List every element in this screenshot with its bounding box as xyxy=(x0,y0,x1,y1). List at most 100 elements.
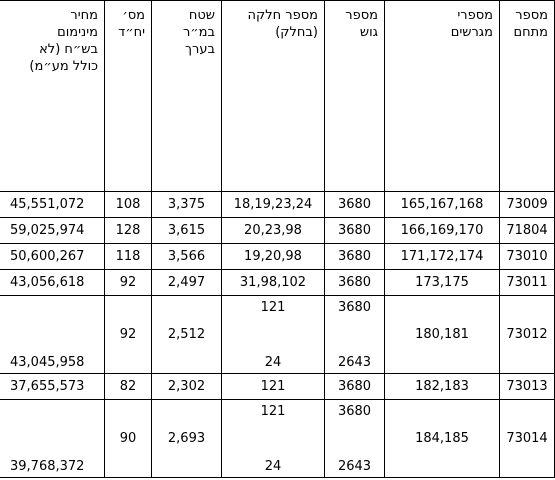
header-row: מספר מתחם מספרי מגרשים מספר גוש מספר חלקה (בחלק… xyxy=(0,0,555,192)
cell-text: 182,183 xyxy=(415,379,469,394)
cell-text: 90 xyxy=(119,431,137,446)
header-text: גוש xyxy=(359,25,378,40)
table-cell: 3680 xyxy=(324,243,385,270)
cell-text: 39,768,372 xyxy=(10,459,85,474)
table-cell: 121 xyxy=(221,373,325,400)
table-cell: 2,497 xyxy=(151,269,222,296)
cell-text: 118 xyxy=(115,249,141,264)
cell-text: 73010 xyxy=(506,249,548,264)
cell-stack: 3680 2643 xyxy=(331,300,378,370)
table-cell: 3680 2643 xyxy=(324,295,385,374)
table-cell: 2,512 xyxy=(151,295,222,374)
header-text: מגרשים xyxy=(450,25,493,40)
cell-text: 3,615 xyxy=(167,223,206,238)
header-text: שטח xyxy=(188,8,215,23)
table-row: 71804 166,169,170 3680 20,23,98 3,615 128 59,0… xyxy=(0,217,555,244)
table-cell: 45,551,072 xyxy=(0,191,105,218)
cell-text: 3680 xyxy=(337,275,372,290)
cell-text: 73009 xyxy=(506,197,548,212)
cell-text: 24 xyxy=(264,354,282,370)
cell-text: 166,169,170 xyxy=(400,223,484,238)
table-cell: 108 xyxy=(104,191,152,218)
table-cell: 73013 xyxy=(499,373,555,400)
table-cell: 43,045,958 xyxy=(0,295,105,374)
header-text: (בחלק) xyxy=(275,25,318,40)
cell-text: 50,600,267 xyxy=(10,249,85,264)
header-text: כולל מע״מ) xyxy=(29,59,98,74)
cell-text: 184,185 xyxy=(415,431,469,446)
header-cell: מחיר מינימום בש״ח (לא כולל מע״מ) xyxy=(0,0,105,192)
table-row: 73010 171,172,174 3680 19,20,98 3,566 118 50,6… xyxy=(0,243,555,270)
header-cell: מספר חלקה (בחלק) xyxy=(221,0,325,192)
table-cell: 92 xyxy=(104,269,152,296)
table-cell: 50,600,267 xyxy=(0,243,105,270)
cell-text: 73011 xyxy=(506,275,548,290)
header-text: בערך xyxy=(185,42,215,57)
cell-text: 73014 xyxy=(506,431,548,446)
table-cell: 37,655,573 xyxy=(0,373,105,400)
cell-text: 2,693 xyxy=(167,431,206,446)
cell-text: 3680 xyxy=(337,249,372,264)
header-cell: מספרי מגרשים xyxy=(384,0,500,192)
cell-text: 31,98,102 xyxy=(239,275,307,290)
cell-text: 121 xyxy=(260,379,286,394)
cell-text: 73013 xyxy=(506,379,548,394)
table-cell: 43,056,618 xyxy=(0,269,105,296)
cell-text: 3680 xyxy=(337,197,372,212)
cell-text: 3,375 xyxy=(167,197,206,212)
cell-text: 18,19,23,24 xyxy=(233,197,313,212)
table-cell: 90 xyxy=(104,399,152,478)
table-cell: 121 24 xyxy=(221,295,325,374)
table-cell: 165,167,168 xyxy=(384,191,500,218)
cell-text: 73012 xyxy=(506,327,548,342)
cell-text: 128 xyxy=(115,223,141,238)
cell-text: 37,655,573 xyxy=(10,379,85,394)
header-text: מס׳ xyxy=(122,8,145,23)
table-cell: 73010 xyxy=(499,243,555,270)
cell-text: 165,167,168 xyxy=(400,197,484,212)
table-row: 73012 180,181 3680 2643 121 24 2,512 92 43,045,9… xyxy=(0,295,555,374)
table-cell: 3680 xyxy=(324,191,385,218)
table-cell: 71804 xyxy=(499,217,555,244)
table-cell: 92 xyxy=(104,295,152,374)
table-cell: 3,615 xyxy=(151,217,222,244)
cell-text: 19,20,98 xyxy=(244,249,302,264)
cell-text: 3680 xyxy=(337,403,372,419)
table-cell: 173,175 xyxy=(384,269,500,296)
cell-text: 43,056,618 xyxy=(10,275,85,290)
table-cell: 73011 xyxy=(499,269,555,296)
cell-text: 171,172,174 xyxy=(400,249,484,264)
table-row: 73011 173,175 3680 31,98,102 2,497 92 43,056,6… xyxy=(0,269,555,296)
header-text: בש״ח (לא xyxy=(39,42,98,57)
cell-text: 59,025,974 xyxy=(10,223,85,238)
cell-text: 108 xyxy=(115,197,141,212)
table-row: 73009 165,167,168 3680 18,19,23,24 3,375 108 4… xyxy=(0,191,555,218)
table-cell: 180,181 xyxy=(384,295,500,374)
header-text: יח״ד xyxy=(118,25,145,40)
table-cell: 171,172,174 xyxy=(384,243,500,270)
cell-text: 2643 xyxy=(337,354,372,370)
table-row: 73013 182,183 3680 121 2,302 82 37,655,573 xyxy=(0,373,555,400)
table-cell: 59,025,974 xyxy=(0,217,105,244)
header-text: במ״ר xyxy=(182,25,215,40)
header-text: מינימום xyxy=(57,25,98,40)
table-cell: 20,23,98 xyxy=(221,217,325,244)
header-text: מתחם xyxy=(513,25,549,40)
table-cell: 121 24 xyxy=(221,399,325,478)
cell-text: 45,551,072 xyxy=(10,197,85,212)
cell-text: 3680 xyxy=(337,223,372,238)
cell-text: 20,23,98 xyxy=(244,223,302,238)
cell-text: 173,175 xyxy=(415,275,469,290)
cell-text: 180,181 xyxy=(415,327,469,342)
cell-stack: 121 24 xyxy=(228,300,318,370)
header-text: מחיר xyxy=(70,8,98,23)
table-cell: 2,693 xyxy=(151,399,222,478)
table-cell: 19,20,98 xyxy=(221,243,325,270)
table-cell: 3680 xyxy=(324,373,385,400)
cell-text: 3,566 xyxy=(167,249,206,264)
cell-text: 2,497 xyxy=(167,275,206,290)
table-cell: 128 xyxy=(104,217,152,244)
header-cell: מס׳ יח״ד xyxy=(104,0,152,192)
table-cell: 3680 2643 xyxy=(324,399,385,478)
